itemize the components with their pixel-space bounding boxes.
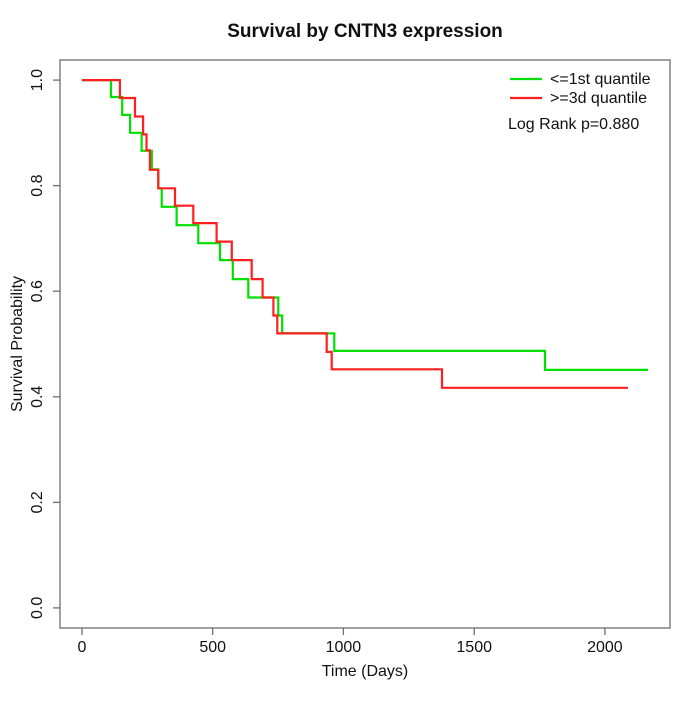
x-tick-label: 0 bbox=[78, 639, 87, 656]
legend-label-red: >=3d quantile bbox=[550, 90, 647, 107]
x-tick-label: 500 bbox=[199, 639, 226, 656]
x-axis-label: Time (Days) bbox=[322, 663, 409, 680]
x-tick-label: 1000 bbox=[326, 639, 362, 656]
x-axis: 0 500 1000 1500 2000 bbox=[78, 628, 623, 656]
survival-curve-high-quantile bbox=[82, 79, 628, 389]
legend-label-green: <=1st quantile bbox=[550, 71, 651, 88]
x-tick-label: 1500 bbox=[456, 639, 492, 656]
legend: <=1st quantile >=3d quantile Log Rank p=… bbox=[508, 71, 651, 133]
y-axis: 0.0 0.2 0.4 0.6 0.8 1.0 bbox=[29, 69, 60, 619]
y-tick-label: 0.0 bbox=[29, 597, 46, 619]
survival-curves bbox=[82, 79, 648, 389]
y-tick-label: 1.0 bbox=[29, 69, 46, 91]
y-tick-label: 0.4 bbox=[29, 386, 46, 408]
plot-box bbox=[59, 59, 671, 629]
chart-title: Survival by CNTN3 expression bbox=[227, 21, 503, 42]
y-tick-label: 0.6 bbox=[29, 280, 46, 302]
y-axis-label: Survival Probability bbox=[9, 276, 26, 412]
x-tick-label: 2000 bbox=[587, 639, 623, 656]
pvalue-annotation: Log Rank p=0.880 bbox=[508, 116, 639, 133]
survival-curve-low-quantile bbox=[82, 79, 648, 371]
y-tick-label: 0.2 bbox=[29, 491, 46, 513]
y-tick-label: 0.8 bbox=[29, 174, 46, 196]
